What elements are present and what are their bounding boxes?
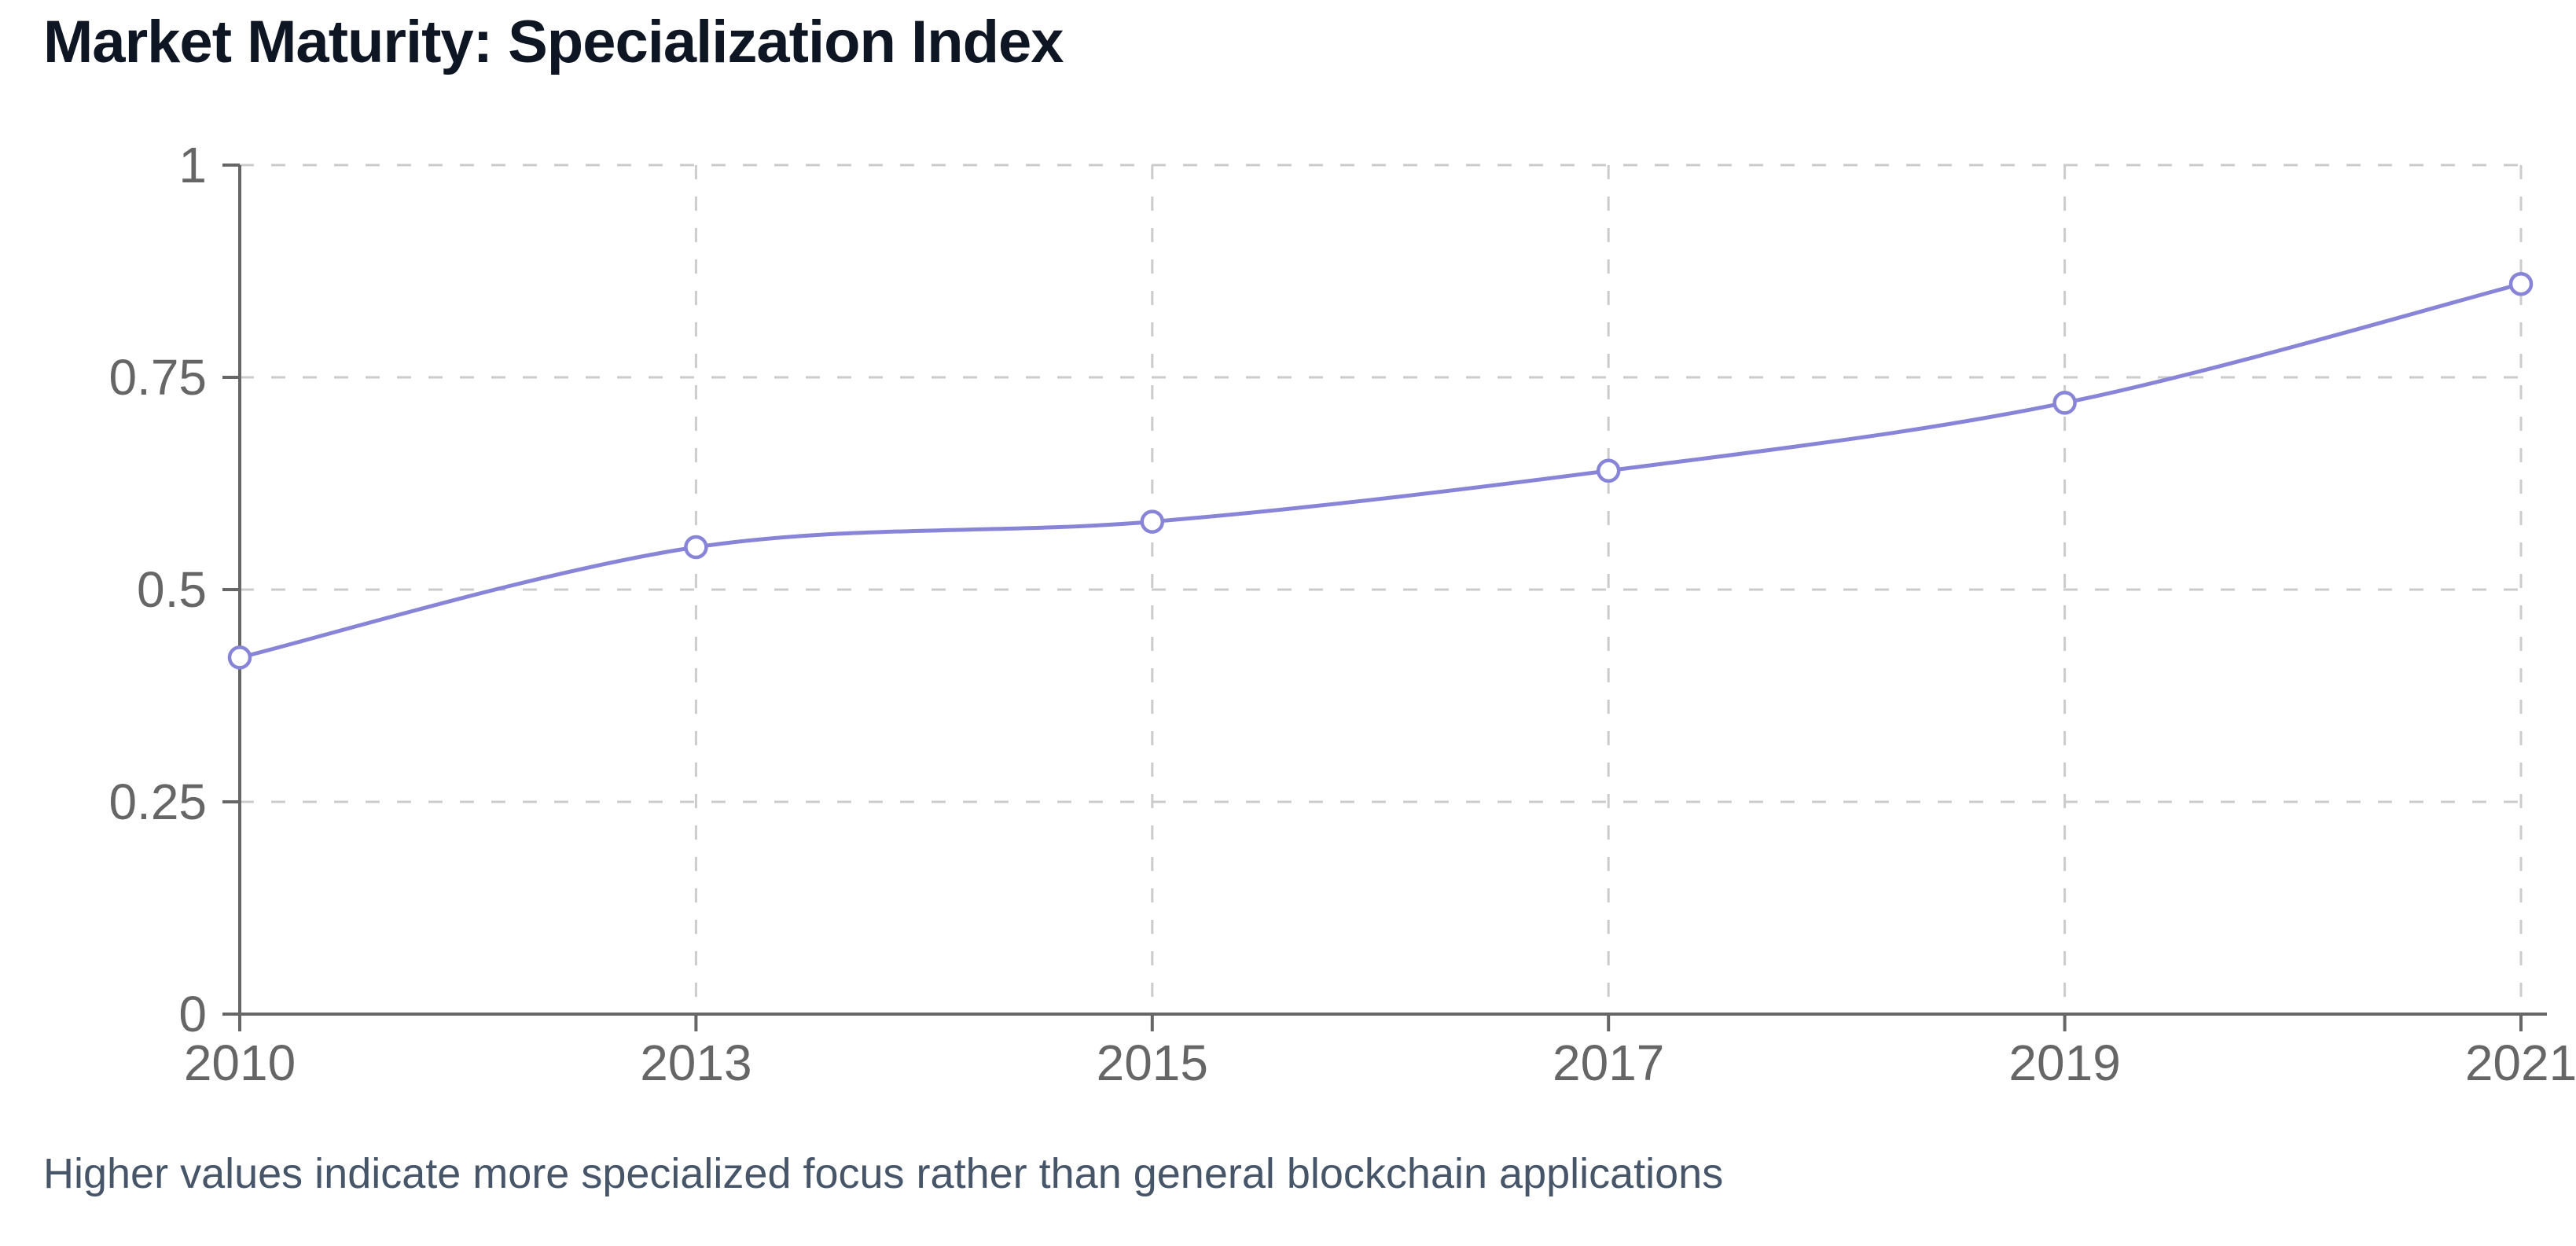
data-point-marker	[1140, 509, 1165, 534]
data-point-marker	[227, 645, 252, 670]
y-tick-label: 0.25	[108, 774, 207, 830]
x-tick-label: 2019	[2008, 1035, 2120, 1091]
series-line	[237, 281, 2523, 660]
x-tick-label: 2021	[2465, 1035, 2576, 1091]
x-tick-label: 2013	[640, 1035, 751, 1091]
x-tick-label: 2015	[1097, 1035, 1208, 1091]
data-point-marker	[2052, 391, 2077, 415]
data-point-marker	[684, 535, 708, 560]
x-tick-label: 2017	[1553, 1035, 1664, 1091]
data-point-marker	[1596, 458, 1621, 483]
data-point-marker	[2508, 271, 2534, 296]
y-tick-label: 0.75	[108, 349, 207, 406]
y-tick-label: 1	[178, 137, 207, 193]
y-tick-label: 0.5	[137, 561, 207, 618]
chart-title: Market Maturity: Specialization Index	[43, 9, 1064, 75]
x-tick-label: 2010	[184, 1035, 296, 1091]
y-tick-label: 0	[178, 986, 207, 1042]
chart-caption: Higher values indicate more specialized …	[43, 1150, 1724, 1197]
